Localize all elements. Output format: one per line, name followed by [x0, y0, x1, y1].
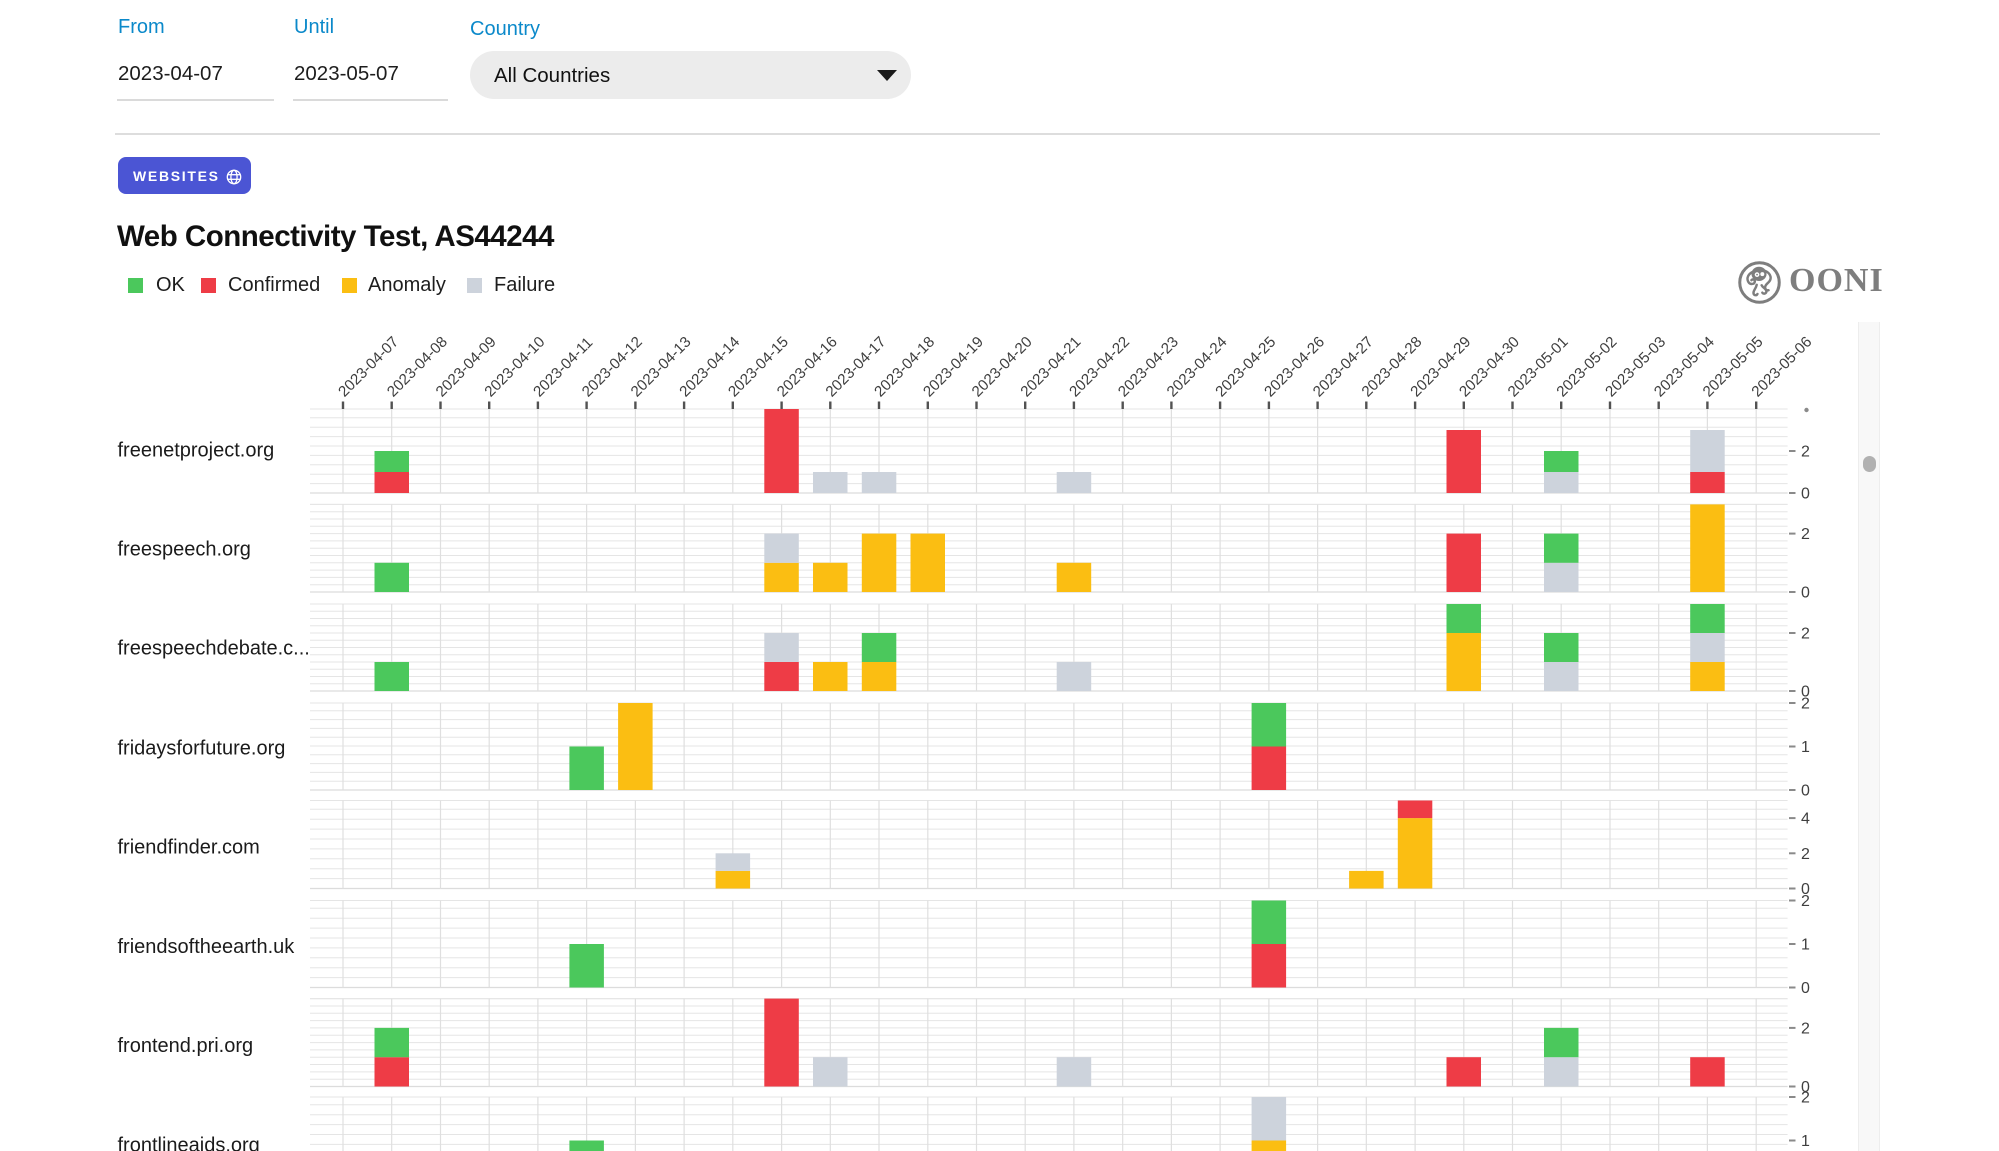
svg-text:2: 2 — [1801, 846, 1810, 863]
svg-text:2: 2 — [1801, 626, 1810, 643]
svg-text:frontlineaids.org: frontlineaids.org — [118, 1134, 260, 1151]
svg-text:2: 2 — [1801, 444, 1810, 461]
svg-text:2: 2 — [1801, 696, 1810, 713]
svg-text:0: 0 — [1801, 783, 1810, 800]
svg-text:freespeechdebate.c...: freespeechdebate.c... — [118, 637, 310, 659]
svg-text:0: 0 — [1801, 1079, 1810, 1096]
svg-text:2: 2 — [1801, 1090, 1810, 1107]
svg-text:0: 0 — [1801, 980, 1810, 997]
svg-text:fridaysforfuture.org: fridaysforfuture.org — [118, 737, 286, 759]
svg-text:friendfinder.com: friendfinder.com — [118, 837, 260, 859]
svg-text:2: 2 — [1801, 1020, 1810, 1037]
svg-text:1: 1 — [1801, 1133, 1810, 1150]
svg-text:4: 4 — [1801, 811, 1810, 828]
svg-text:1: 1 — [1801, 937, 1810, 954]
svg-text:2: 2 — [1801, 893, 1810, 910]
svg-text:1: 1 — [1801, 739, 1810, 756]
svg-text:0: 0 — [1801, 585, 1810, 602]
svg-text:2: 2 — [1801, 526, 1810, 543]
svg-text:0: 0 — [1801, 881, 1810, 898]
svg-text:freenetproject.org: freenetproject.org — [118, 439, 275, 461]
svg-text:friendsoftheearth.uk: friendsoftheearth.uk — [118, 936, 296, 958]
svg-text:frontend.pri.org: frontend.pri.org — [118, 1035, 254, 1057]
svg-text:0: 0 — [1801, 486, 1810, 503]
svg-text:freespeech.org: freespeech.org — [118, 539, 251, 561]
svg-text:0: 0 — [1801, 684, 1810, 701]
